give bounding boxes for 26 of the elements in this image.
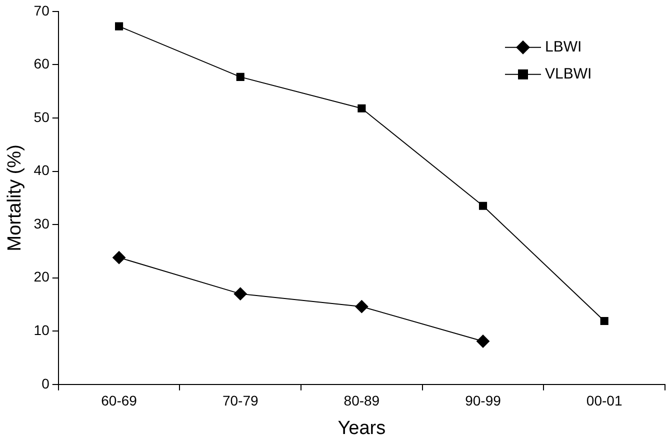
point bbox=[236, 72, 244, 81]
x-tick-label: 70-79 bbox=[222, 392, 258, 409]
y-tick-label: 0 bbox=[42, 375, 50, 392]
x-tick-label: 60-69 bbox=[101, 392, 138, 409]
y-tick-label: 20 bbox=[34, 268, 50, 285]
x-tick-label: 00-01 bbox=[586, 392, 622, 409]
point bbox=[355, 300, 368, 314]
x-tick-label: 80-89 bbox=[344, 392, 380, 409]
legend-label: LBWI bbox=[545, 38, 582, 56]
y-tick-label: 60 bbox=[34, 56, 50, 72]
y-tick-label: 70 bbox=[34, 2, 50, 18]
y-tick-label: 50 bbox=[34, 108, 50, 125]
point bbox=[234, 287, 247, 300]
y-tick-label: 10 bbox=[34, 322, 50, 338]
legend-label: VLBWI bbox=[545, 66, 592, 83]
y-tick-label: 30 bbox=[34, 215, 50, 232]
point bbox=[600, 316, 608, 326]
point bbox=[112, 251, 126, 264]
x-axis-title: Years bbox=[338, 418, 386, 439]
point bbox=[115, 22, 124, 30]
y-axis-title: Mortality (%) bbox=[4, 144, 26, 252]
point bbox=[478, 202, 488, 210]
point bbox=[358, 104, 366, 112]
x-tick-label: 90-99 bbox=[465, 392, 502, 409]
point bbox=[476, 334, 490, 348]
y-tick-label: 40 bbox=[34, 162, 50, 178]
